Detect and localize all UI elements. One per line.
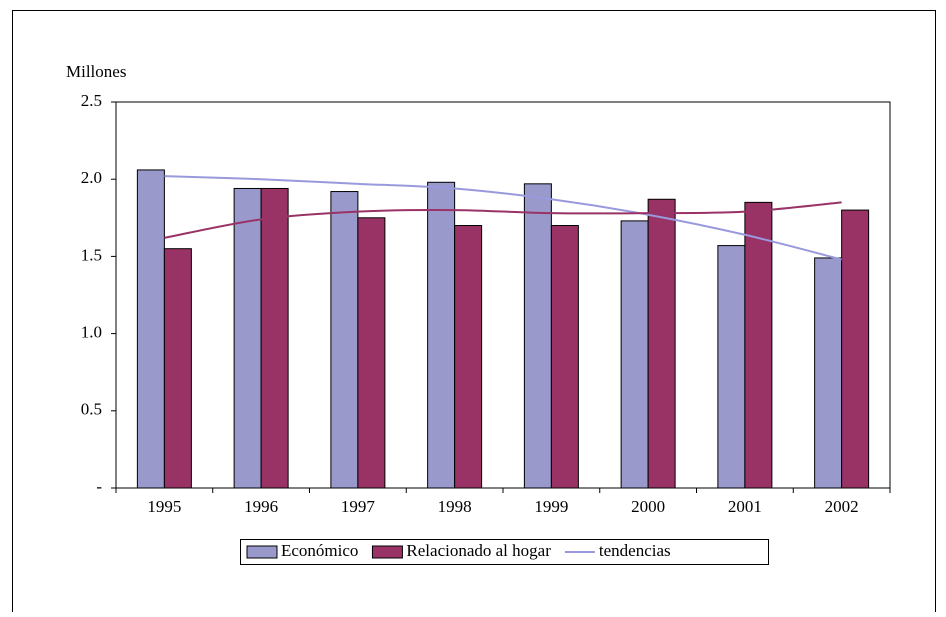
bar <box>163 248 192 489</box>
y-tick-label: 2.0 <box>81 168 102 187</box>
x-tick-label: 2001 <box>728 497 762 516</box>
y-axis-label: Millones <box>66 62 126 81</box>
y-tick-label: 0.5 <box>81 400 102 419</box>
bar <box>357 217 386 489</box>
bar <box>647 198 676 489</box>
bar <box>841 209 870 489</box>
trend-line <box>164 201 842 239</box>
x-tick-label: 1999 <box>534 497 568 516</box>
bar <box>260 187 289 489</box>
y-tick-label: - <box>96 477 102 496</box>
bar <box>717 245 746 489</box>
bar <box>620 220 649 489</box>
y-tick-label: 2.5 <box>81 91 102 110</box>
bar <box>744 201 773 489</box>
bar <box>523 183 552 489</box>
legend-label: Económico <box>281 541 358 560</box>
bar <box>136 169 165 489</box>
x-tick-label: 1995 <box>147 497 181 516</box>
x-tick-label: 2000 <box>631 497 665 516</box>
legend-swatch <box>246 545 278 559</box>
bar <box>814 257 843 489</box>
legend-label: tendencias <box>599 541 671 560</box>
x-tick-label: 2002 <box>825 497 859 516</box>
legend <box>240 539 769 565</box>
legend-swatch <box>371 545 403 559</box>
bar <box>233 187 262 489</box>
x-tick-label: 1996 <box>244 497 278 516</box>
bar <box>550 225 579 489</box>
x-tick-label: 1997 <box>341 497 376 516</box>
y-tick-label: 1.0 <box>81 323 102 342</box>
bar <box>427 181 456 489</box>
trend-line <box>164 175 842 261</box>
bar <box>330 191 359 489</box>
bar <box>454 225 483 489</box>
legend-label: Relacionado al hogar <box>406 541 551 560</box>
y-tick-label: 1.5 <box>81 245 102 264</box>
x-tick-label: 1998 <box>438 497 472 516</box>
